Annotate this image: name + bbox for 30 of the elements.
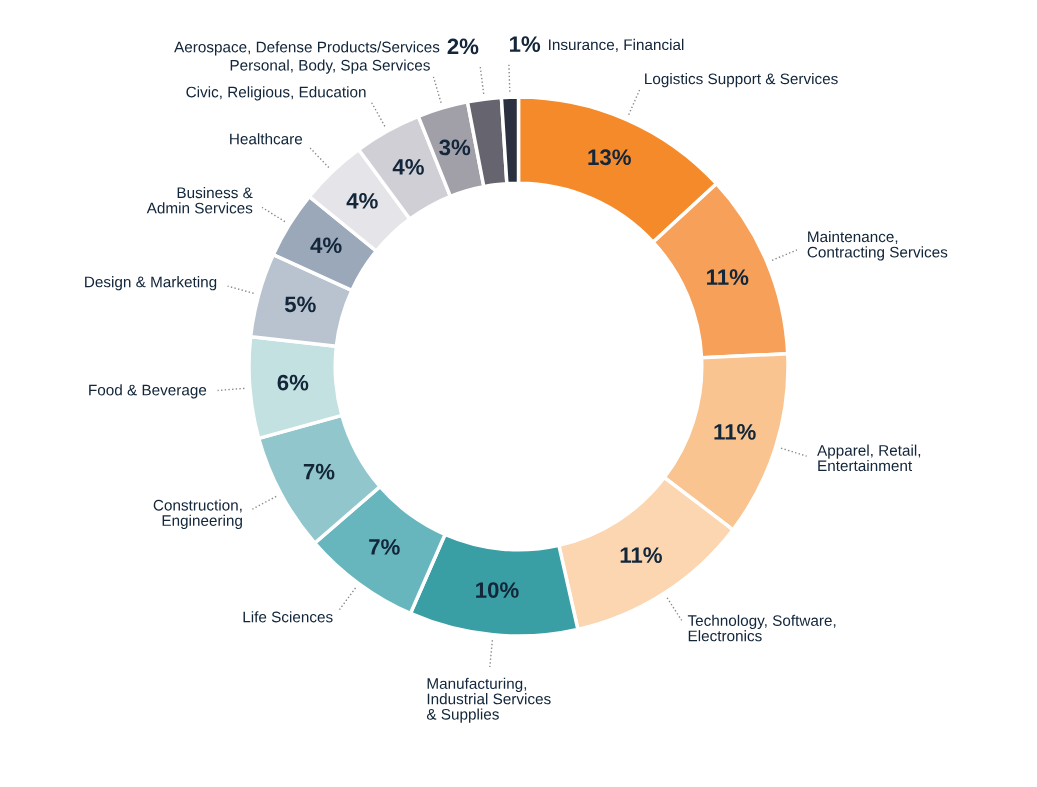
data-label: 11% xyxy=(714,424,756,440)
slice-label: Healthcare xyxy=(230,133,303,145)
slice-label: Aerospace, Defense Products/Services xyxy=(174,41,440,56)
data-label: 2% xyxy=(447,38,479,55)
data-label: 7% xyxy=(369,539,400,555)
slice-label: Food & Beverage xyxy=(89,384,207,399)
data-label: 11% xyxy=(707,269,749,285)
slice-label: Apparel, Retail, Entertainment xyxy=(817,444,921,472)
slice-label: Logistics Support & Services xyxy=(645,73,838,88)
slice-label: Technology, Software, Electronics xyxy=(687,614,836,642)
data-label: 7% xyxy=(303,463,335,480)
slice-label: Construction, Engineering xyxy=(153,499,242,529)
slice-label: Manufacturing, Industrial Services & Supplies xyxy=(426,677,551,723)
data-label: 13% xyxy=(588,149,631,166)
slice-label: Life Sciences xyxy=(243,611,333,623)
data-label: 1% xyxy=(509,36,541,52)
data-label: 3% xyxy=(439,139,471,156)
data-label: 4% xyxy=(392,159,424,175)
data-label: 10% xyxy=(476,582,519,598)
data-label: 4% xyxy=(346,192,378,209)
data-label: 4% xyxy=(310,237,342,254)
slice-label: Personal, Body, Spa Services xyxy=(230,59,430,74)
slice-label: Civic, Religious, Education xyxy=(186,86,366,101)
slice-label: Design & Marketing xyxy=(85,276,217,291)
data-label: 6% xyxy=(277,374,309,391)
slice-label: Insurance, Financial xyxy=(549,38,684,52)
slice-label: Business & Admin Services xyxy=(146,186,253,214)
data-label: 5% xyxy=(284,296,316,313)
data-label: 11% xyxy=(620,547,662,563)
slice-label: Maintenance, Contracting Services xyxy=(807,230,948,261)
